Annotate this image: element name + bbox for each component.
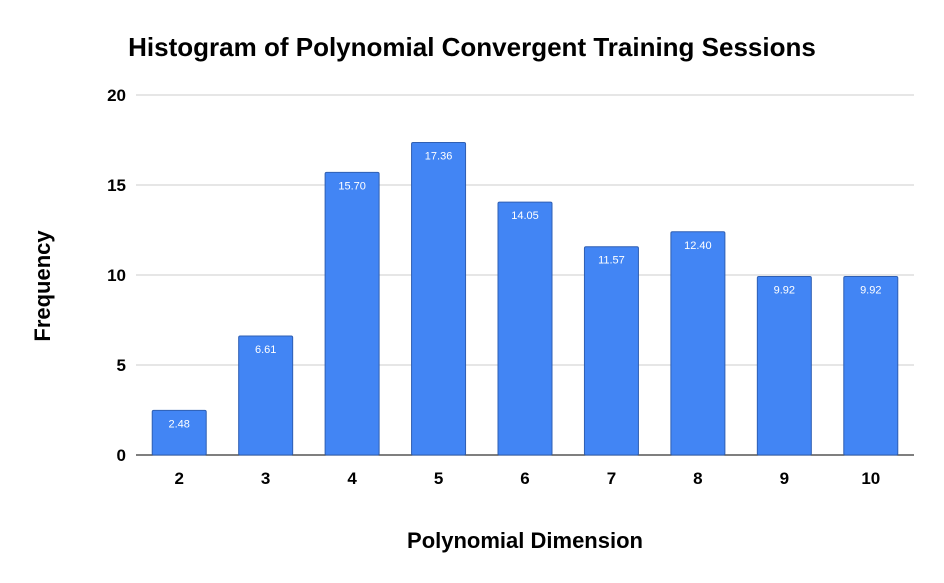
bar-group: 11.57	[583, 246, 639, 456]
x-tick-label: 7	[607, 469, 616, 488]
bar-value-label: 11.57	[598, 255, 625, 267]
y-tick-label: 20	[107, 86, 126, 105]
bar-group: 15.70	[324, 171, 380, 456]
y-tick-label: 15	[107, 176, 126, 195]
y-axis-title: Frequency	[30, 230, 55, 342]
x-tick-label: 6	[520, 469, 529, 488]
bar-group: 12.40	[670, 231, 726, 456]
bar-value-label: 9.92	[774, 284, 795, 296]
bar-value-label: 12.40	[684, 240, 712, 252]
bar	[411, 142, 467, 456]
x-tick-label: 2	[174, 469, 183, 488]
bar-group: 9.92	[756, 275, 812, 456]
x-axis-ticks: 2 3 4 5 6 7 8 9 10	[174, 469, 880, 488]
bar	[497, 201, 553, 456]
x-tick-label: 9	[780, 469, 789, 488]
bar-value-label: 2.48	[169, 418, 190, 430]
bar	[583, 246, 639, 456]
x-axis-title: Polynomial Dimension	[407, 528, 643, 553]
chart-title: Histogram of Polynomial Convergent Train…	[128, 32, 816, 62]
bar	[670, 231, 726, 456]
bar-group: 6.61	[238, 335, 294, 456]
bar-value-label: 6.61	[255, 344, 276, 356]
bar	[324, 171, 380, 456]
y-axis-ticks: 0 5 10 15 20	[107, 86, 126, 465]
bar-value-label: 9.92	[860, 284, 881, 296]
y-tick-label: 0	[117, 446, 126, 465]
bar-group: 2.48	[151, 409, 207, 456]
x-tick-label: 4	[347, 469, 357, 488]
y-tick-label: 5	[117, 356, 126, 375]
x-tick-label: 5	[434, 469, 443, 488]
x-tick-label: 3	[261, 469, 270, 488]
bars: 2.48 6.61 15.70 17.36 14.05 11.57 12.40 9.92 9.9…	[151, 142, 899, 456]
x-tick-label: 10	[861, 469, 880, 488]
bar-value-label: 15.70	[338, 180, 366, 192]
bar-value-label: 14.05	[511, 210, 539, 222]
bar-group: 9.92	[843, 275, 899, 456]
x-tick-label: 8	[693, 469, 702, 488]
bar	[151, 409, 207, 456]
y-tick-label: 10	[107, 266, 126, 285]
bar	[756, 275, 812, 456]
bar-group: 17.36	[411, 142, 467, 456]
bar	[238, 335, 294, 456]
bar	[843, 275, 899, 456]
bar-group: 14.05	[497, 201, 553, 456]
bar-value-label: 17.36	[425, 151, 453, 163]
